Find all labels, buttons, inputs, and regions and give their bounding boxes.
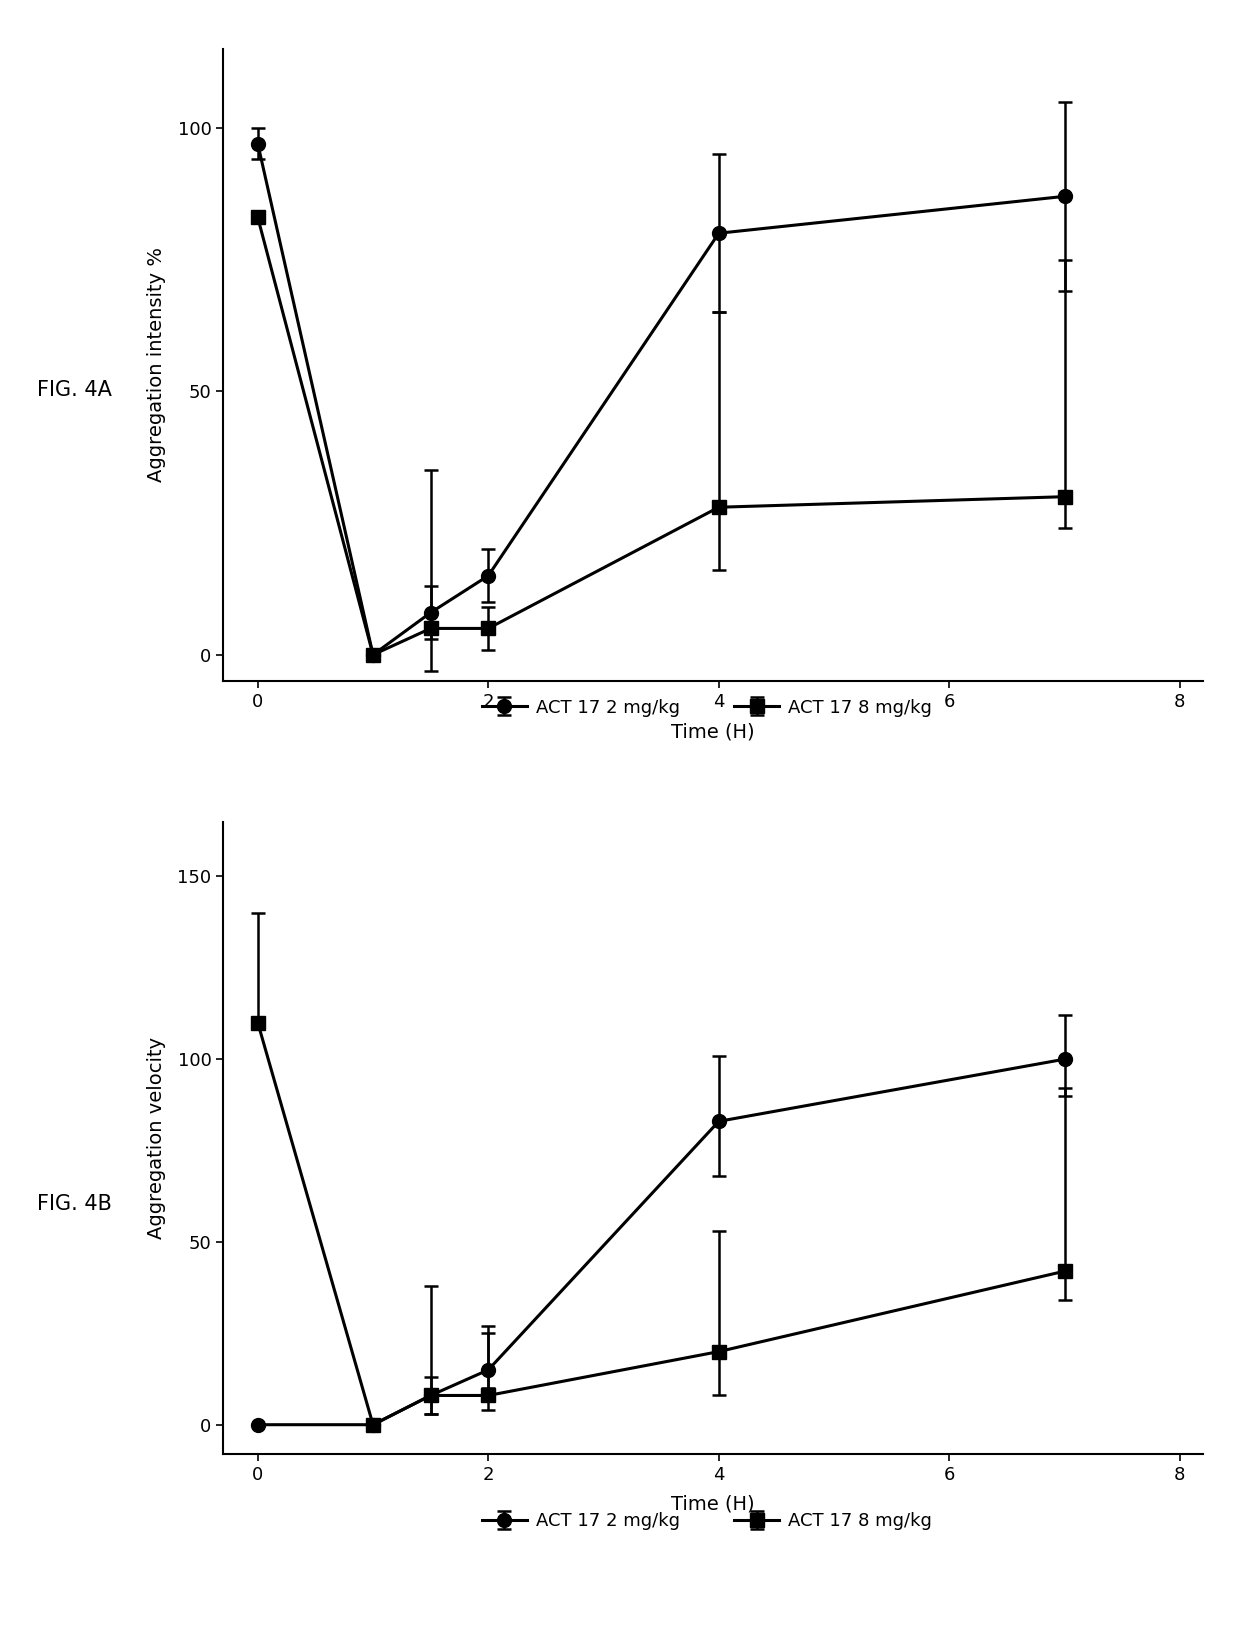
Y-axis label: Aggregation intensity %: Aggregation intensity % (148, 247, 166, 483)
Legend: ACT 17 2 mg/kg, ACT 17 8 mg/kg: ACT 17 2 mg/kg, ACT 17 8 mg/kg (475, 691, 939, 724)
Y-axis label: Aggregation velocity: Aggregation velocity (148, 1036, 166, 1238)
X-axis label: Time (H): Time (H) (671, 722, 755, 740)
Legend: ACT 17 2 mg/kg, ACT 17 8 mg/kg: ACT 17 2 mg/kg, ACT 17 8 mg/kg (475, 1505, 939, 1538)
Text: FIG. 4A: FIG. 4A (37, 381, 112, 400)
Text: FIG. 4B: FIG. 4B (37, 1194, 112, 1214)
X-axis label: Time (H): Time (H) (671, 1495, 755, 1513)
